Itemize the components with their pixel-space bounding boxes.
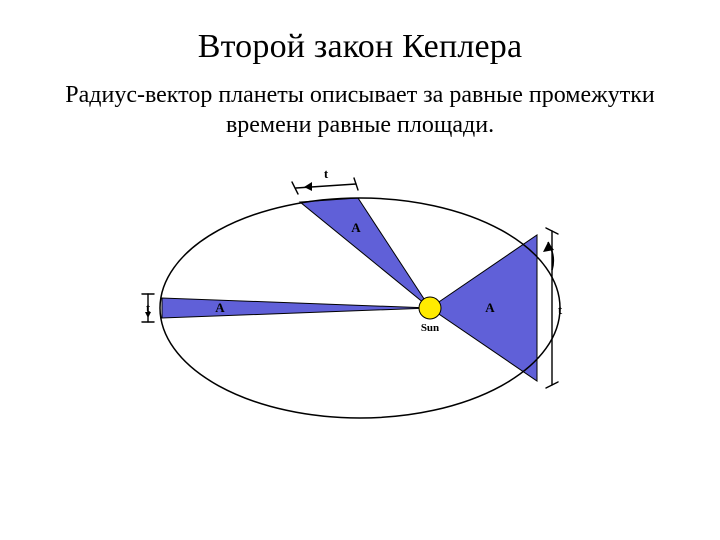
t-label-right: t: [558, 302, 563, 317]
area-label-top: A: [351, 220, 361, 235]
slide-page: Второй закон Кеплера Радиус-вектор плане…: [0, 0, 720, 540]
sector-right: [430, 235, 537, 381]
area-label-left: A: [215, 300, 225, 315]
area-label-right: A: [485, 300, 495, 315]
sun-label: Sun: [421, 322, 439, 334]
sector-top: [300, 198, 430, 308]
sun-icon: [419, 297, 441, 319]
page-title: Второй закон Кеплера: [0, 28, 720, 66]
t-label-top: t: [324, 166, 329, 181]
t-arrowhead-top: [304, 182, 312, 191]
t-label-left: t: [146, 300, 151, 315]
kepler-diagram: Sun At At At: [130, 158, 590, 438]
sector-left: [162, 298, 430, 318]
page-subtitle: Радиус-вектор планеты описывает за равны…: [50, 80, 670, 140]
kepler-svg: Sun At At At: [130, 158, 590, 438]
